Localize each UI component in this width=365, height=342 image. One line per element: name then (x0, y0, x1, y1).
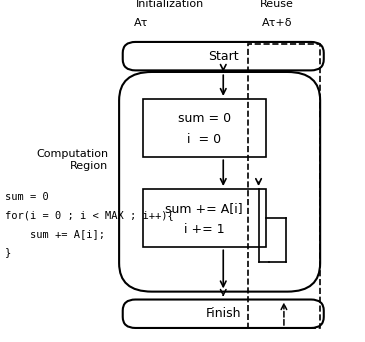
Text: sum = 0: sum = 0 (178, 111, 231, 124)
FancyBboxPatch shape (123, 300, 324, 328)
Text: Start: Start (208, 50, 239, 63)
Text: Aτ+δ: Aτ+δ (261, 18, 292, 28)
Text: Finish: Finish (205, 307, 241, 320)
Text: }: } (5, 247, 11, 257)
Text: i += 1: i += 1 (184, 223, 224, 236)
Text: Computation
Region: Computation Region (36, 149, 108, 171)
Text: sum += A[i];: sum += A[i]; (5, 229, 105, 239)
Text: Initialization: Initialization (136, 0, 204, 9)
Text: Aτ: Aτ (134, 18, 148, 28)
Text: for(i = 0 ; i < MAX ; i++){: for(i = 0 ; i < MAX ; i++){ (5, 210, 174, 220)
Text: sum = 0: sum = 0 (5, 192, 49, 202)
Bar (143, 189, 266, 247)
FancyBboxPatch shape (123, 42, 324, 70)
FancyBboxPatch shape (119, 72, 320, 292)
Bar (143, 99, 266, 157)
Text: sum += A[i]: sum += A[i] (165, 202, 243, 215)
Text: Reuse: Reuse (260, 0, 293, 9)
Text: i  = 0: i = 0 (187, 133, 221, 146)
Bar (248, 43, 320, 328)
